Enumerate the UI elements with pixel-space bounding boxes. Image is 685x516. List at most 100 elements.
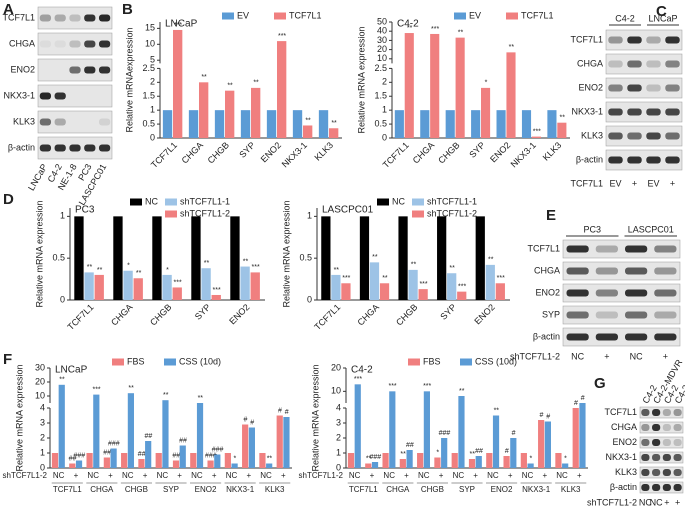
bar xyxy=(579,403,586,468)
y-tick-label: 4 xyxy=(336,402,341,412)
legend-label: shTCF7L1-1 xyxy=(427,196,477,206)
significance-label: ** xyxy=(331,120,337,127)
significance-label: ** xyxy=(305,117,311,124)
bar xyxy=(544,421,551,468)
legend-swatch xyxy=(165,198,177,206)
chart-title: LASCPC01 xyxy=(322,205,374,216)
bar xyxy=(471,110,481,138)
legend-swatch xyxy=(130,198,142,206)
bar xyxy=(423,391,430,468)
chart-title: C4-2 xyxy=(397,19,419,30)
blot-strip xyxy=(605,149,683,171)
legend-label: CSS (10d) xyxy=(179,356,221,366)
bar xyxy=(538,420,545,468)
x-tick-label: + xyxy=(370,471,375,480)
blot-band xyxy=(654,267,677,275)
significance-label: *** xyxy=(252,264,260,271)
significance-label: # xyxy=(285,409,289,416)
significance-label: ## xyxy=(69,455,77,462)
bar xyxy=(510,438,517,468)
bar xyxy=(354,384,361,468)
blot-condition: + xyxy=(632,178,637,188)
legend-label: NC xyxy=(392,196,405,206)
significance-label: ** xyxy=(449,265,455,272)
bar xyxy=(240,266,250,300)
blot-strip xyxy=(562,261,681,281)
y-axis-label: Relative mRNA expression xyxy=(356,26,366,133)
blot-strip xyxy=(639,466,684,479)
bar xyxy=(201,268,211,300)
blot-header: LNCaP xyxy=(648,13,677,23)
blot-row-label: ENO2 xyxy=(535,287,560,297)
blot-band xyxy=(84,144,96,152)
blot-condition: NC xyxy=(639,497,652,507)
x-tick-label: CHGB xyxy=(148,302,173,327)
bar xyxy=(74,216,84,300)
legend-label: shTCF7L1-2 xyxy=(180,208,230,218)
significance-label: ** xyxy=(372,254,378,261)
bar xyxy=(359,216,370,300)
bar xyxy=(250,272,260,300)
y-tick-label: 2 xyxy=(382,77,387,87)
blot-condition: + xyxy=(604,351,609,361)
blot-strip xyxy=(605,101,683,123)
group-label: CHGA xyxy=(90,485,114,494)
bar xyxy=(495,283,505,300)
blot-row-label: CHGA xyxy=(534,265,560,275)
bar xyxy=(196,403,204,468)
blot-row-label: CHGA xyxy=(9,38,35,48)
x-tick-label: + xyxy=(212,471,217,480)
blot-band xyxy=(673,484,682,491)
legend-swatch xyxy=(454,12,466,20)
legend-swatch xyxy=(460,358,472,366)
blot-condition-label: shTCF7L1-2 xyxy=(510,351,560,361)
y-tick-label: 20 xyxy=(35,376,45,386)
significance-label: *** xyxy=(278,33,286,40)
blot-band xyxy=(595,267,618,275)
bar xyxy=(283,417,290,468)
bar xyxy=(199,82,209,138)
bar xyxy=(240,110,251,138)
blot-band xyxy=(39,40,52,48)
blot-band xyxy=(608,108,623,116)
blot-band xyxy=(665,60,680,68)
blot-band xyxy=(625,333,648,341)
blot-strip xyxy=(37,84,113,108)
bar xyxy=(191,216,201,300)
bar xyxy=(496,110,506,138)
blot-strip xyxy=(562,327,681,347)
bar xyxy=(420,110,430,138)
significance-label: * xyxy=(530,455,533,462)
bar xyxy=(303,125,313,138)
y-tick-label: 1 xyxy=(307,211,312,221)
bar xyxy=(276,415,283,468)
blot-strip xyxy=(37,110,113,134)
bar xyxy=(225,90,235,138)
blot-band xyxy=(566,333,589,341)
blot-band xyxy=(84,14,96,22)
y-tick-label: 5 xyxy=(150,55,155,65)
blot-band xyxy=(665,132,680,140)
bar xyxy=(451,453,458,468)
blot-band xyxy=(39,14,52,22)
blot-band xyxy=(654,333,677,341)
blot-band xyxy=(646,36,661,44)
blot-band xyxy=(654,289,677,297)
panel-letter: E xyxy=(546,207,556,224)
blot-row-label: β-actin xyxy=(610,482,637,492)
y-tick-label: 2 xyxy=(336,432,341,442)
y-tick-label: 10 xyxy=(377,53,387,63)
legend-swatch xyxy=(165,210,177,218)
significance-label: # xyxy=(574,400,578,407)
legend-label: TCF7L1 xyxy=(521,10,554,20)
blot-band xyxy=(654,245,677,253)
bar xyxy=(547,110,557,138)
bar xyxy=(572,408,579,468)
blot-band xyxy=(673,469,682,476)
blot-row-label: ENO2 xyxy=(612,437,637,447)
bar xyxy=(93,394,100,468)
x-tick-label: + xyxy=(74,471,79,480)
bar xyxy=(417,453,424,468)
blot-band xyxy=(98,40,111,48)
significance-label: ** xyxy=(494,407,500,414)
